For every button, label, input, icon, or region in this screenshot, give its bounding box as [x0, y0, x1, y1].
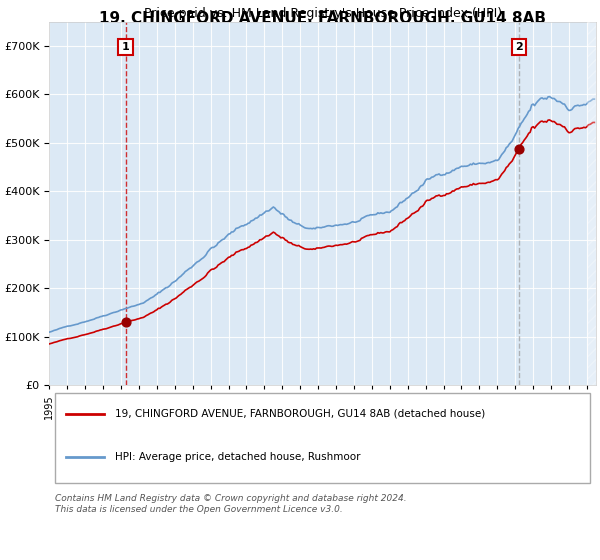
Text: Price paid vs. HM Land Registry's House Price Index (HPI): Price paid vs. HM Land Registry's House …	[143, 7, 502, 20]
Text: 1: 1	[122, 42, 130, 52]
Text: 19, CHINGFORD AVENUE, FARNBOROUGH, GU14 8AB (detached house): 19, CHINGFORD AVENUE, FARNBOROUGH, GU14 …	[115, 409, 485, 419]
FancyBboxPatch shape	[55, 393, 590, 483]
Point	[514, 144, 524, 153]
Text: 2: 2	[515, 42, 523, 52]
Point	[121, 318, 130, 327]
Text: Contains HM Land Registry data © Crown copyright and database right 2024.
This d: Contains HM Land Registry data © Crown c…	[55, 494, 406, 514]
Text: 19, CHINGFORD AVENUE, FARNBOROUGH, GU14 8AB: 19, CHINGFORD AVENUE, FARNBOROUGH, GU14 …	[99, 11, 546, 26]
Text: HPI: Average price, detached house, Rushmoor: HPI: Average price, detached house, Rush…	[115, 452, 361, 462]
